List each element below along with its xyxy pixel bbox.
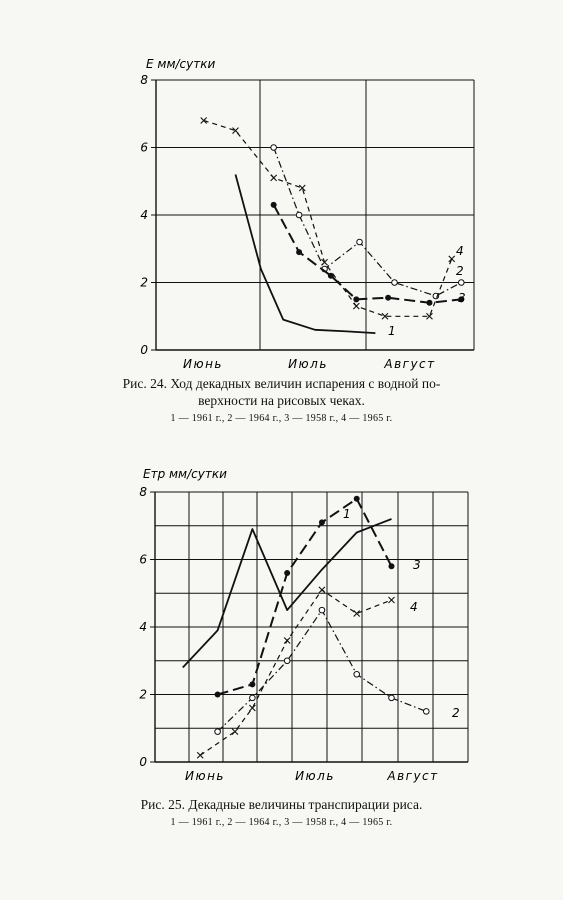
series-label: 4 (410, 600, 418, 614)
series-3: 3 (270, 201, 466, 306)
transpiration-chart: 0 2 4 6 8 Eтр мм/сутки Июнь Июль Август 1 2 3 4 (139, 467, 469, 783)
data-point (249, 681, 256, 688)
data-point (457, 279, 465, 286)
series-3-line (217, 497, 393, 696)
y-axis-label: E мм/сутки (146, 57, 215, 71)
series-1: 1 (234, 174, 396, 338)
series-label: 3 (413, 558, 421, 572)
data-point (426, 312, 433, 320)
series-4-line (199, 589, 392, 756)
series-label: 3 (458, 291, 466, 305)
data-point (385, 294, 392, 301)
y-tick-label: 8 (140, 73, 148, 87)
month-label: Август (386, 769, 438, 783)
data-point (353, 670, 361, 678)
series-1-line (234, 174, 376, 334)
data-point (296, 249, 303, 256)
y-axis-label: Eтр мм/сутки (143, 467, 227, 481)
data-point (232, 127, 239, 135)
data-point (270, 174, 278, 182)
data-point (388, 563, 395, 570)
data-point (353, 610, 361, 617)
data-point (356, 238, 363, 246)
figure-24: 0 2 4 6 8 E мм/сутки Июнь Июль Август 1 2 3 4 Рис. 2… (0, 50, 563, 430)
y-tick-label: 8 (139, 485, 147, 499)
month-label: Июль (295, 769, 335, 783)
y-tick-label: 2 (140, 276, 148, 290)
data-point (353, 296, 360, 303)
month-label: Июль (288, 357, 328, 371)
data-point (270, 144, 277, 151)
grid (155, 79, 475, 351)
month-label: Июнь (185, 769, 225, 783)
data-point (196, 751, 204, 759)
figure-24-legend: 1 — 1961 г., 2 — 1964 г., 3 — 1958 г., 4… (170, 413, 393, 424)
series-label: 2 (452, 706, 460, 720)
y-tick-label: 0 (140, 343, 148, 357)
data-point (284, 570, 291, 576)
data-point (249, 694, 256, 702)
figure-25-caption: Рис. 25. Декадные величины транспирации … (140, 797, 423, 812)
series-label: 1 (388, 324, 396, 338)
data-point (200, 117, 208, 124)
data-point (231, 728, 239, 736)
data-point (426, 299, 433, 306)
series-1: 1 (182, 507, 392, 669)
data-point (388, 694, 395, 702)
data-point (318, 606, 326, 614)
series-2-line (273, 147, 462, 297)
data-point (298, 184, 306, 192)
y-tick-label: 6 (140, 141, 148, 155)
y-tick-label: 4 (140, 208, 148, 222)
data-point (353, 495, 360, 502)
data-point (283, 637, 291, 644)
month-label: Июнь (183, 357, 223, 371)
data-point (458, 296, 465, 303)
series-label: 4 (456, 244, 464, 258)
data-point (448, 255, 456, 263)
data-point (388, 596, 395, 604)
data-point (248, 704, 256, 712)
data-point (318, 519, 325, 526)
data-point (391, 279, 398, 286)
y-tick-label: 2 (139, 688, 147, 702)
series-1-line (182, 518, 392, 669)
figure-24-caption-line2: верхности на рисовых чеках. (198, 393, 365, 408)
series-3: 3 (214, 495, 421, 698)
series-2: 2 (270, 144, 465, 300)
data-point (327, 272, 334, 279)
evaporation-chart: 0 2 4 6 8 E мм/сутки Июнь Июль Август 1 2 3 4 (140, 57, 475, 371)
figure-25-legend: 1 — 1961 г., 2 — 1964 г., 3 — 1958 г., 4… (170, 817, 393, 828)
grid (154, 491, 469, 763)
data-point (270, 201, 277, 208)
data-point (422, 708, 430, 715)
series-4-line (203, 119, 453, 317)
data-point (381, 312, 389, 320)
series-label: 2 (456, 264, 464, 278)
figure-24-caption-line1: Рис. 24. Ход декадных величин испарения … (122, 376, 441, 391)
y-tick-label: 0 (139, 755, 147, 769)
month-label: Август (383, 357, 435, 371)
data-point (214, 728, 221, 735)
data-point (321, 258, 328, 266)
series-label: 1 (343, 507, 351, 521)
y-tick-label: 6 (139, 553, 147, 567)
series-2: 2 (214, 606, 460, 735)
y-tick-label: 4 (139, 620, 147, 634)
series-4: 4 (200, 117, 464, 320)
figure-25: 0 2 4 6 8 Eтр мм/сутки Июнь Июль Август 1 2 3 4 Рис.… (0, 465, 563, 835)
series-4: 4 (196, 586, 418, 759)
data-point (318, 586, 326, 594)
data-point (214, 691, 221, 698)
data-point (283, 657, 291, 665)
data-point (352, 302, 360, 310)
data-point (295, 211, 303, 219)
